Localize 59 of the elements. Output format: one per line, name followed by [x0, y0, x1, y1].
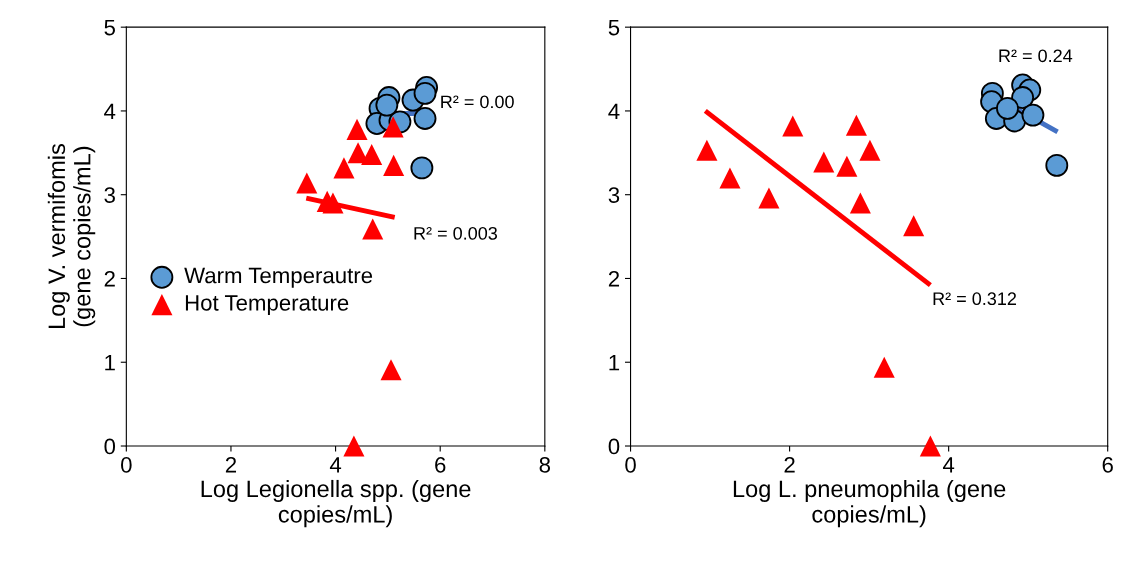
point [903, 215, 925, 237]
x-axis-title: Log Legionella spp. (gene copies/mL) [201, 479, 471, 528]
annotation: R² = 0.00 [441, 95, 514, 109]
x-tick-label: 4 [942, 457, 955, 473]
point [413, 107, 437, 130]
x-tick-label: 8 [539, 457, 551, 473]
x-tick-label: 2 [784, 457, 795, 473]
x-tick-label: 4 [329, 457, 342, 473]
annotation: R² = 0.24 [999, 49, 1073, 63]
point [382, 116, 404, 138]
y-tick-label: 2 [608, 271, 620, 287]
y-tick-label: 2 [104, 271, 115, 287]
legend-label: Hot Temperature [185, 295, 349, 316]
point [346, 118, 368, 140]
point [845, 114, 867, 136]
y-tick-label: 0 [104, 438, 116, 455]
x-tick-label: 6 [435, 457, 446, 473]
point [413, 81, 437, 105]
annotation: R² = 0.003 [414, 226, 498, 240]
x-tick-label: 0 [625, 457, 636, 473]
y-tick-label: 0 [608, 438, 620, 455]
point [849, 192, 871, 214]
point [380, 359, 402, 381]
point [322, 192, 344, 214]
point [859, 139, 881, 161]
point [343, 435, 365, 457]
y-tick-label: 5 [104, 19, 115, 36]
x-tick-label: 0 [121, 457, 132, 473]
point [836, 155, 858, 177]
point [813, 151, 835, 173]
point [758, 187, 780, 209]
point [361, 143, 383, 166]
legend-label: Warm Temperautre [184, 267, 373, 288]
y-tick-label: 1 [609, 355, 620, 371]
y-tick-label: 5 [608, 19, 620, 36]
point [873, 356, 895, 378]
y-tick-label: 4 [104, 103, 116, 119]
point [333, 157, 355, 179]
point [719, 167, 741, 189]
x-axis-title: Log L. pneumophila (gene copies/mL) [733, 479, 1006, 528]
point [1045, 153, 1069, 177]
point [375, 93, 399, 117]
y-axis-title: Log V. vermifomis (gene copies/mL) [47, 144, 96, 329]
y-tick-label: 1 [105, 355, 115, 371]
point [362, 218, 384, 240]
y-tick-label: 3 [104, 187, 115, 203]
x-tick-label: 2 [225, 457, 237, 473]
point [696, 139, 718, 161]
annotation: R² = 0.312 [933, 292, 1017, 306]
point [782, 115, 804, 137]
point [296, 172, 318, 194]
y-tick-label: 3 [608, 187, 620, 203]
point [996, 96, 1019, 120]
x-tick-label: 6 [1102, 457, 1113, 473]
point [1021, 103, 1045, 127]
point [919, 435, 941, 457]
point [383, 154, 405, 176]
y-tick-label: 4 [608, 103, 620, 119]
point [410, 156, 434, 180]
